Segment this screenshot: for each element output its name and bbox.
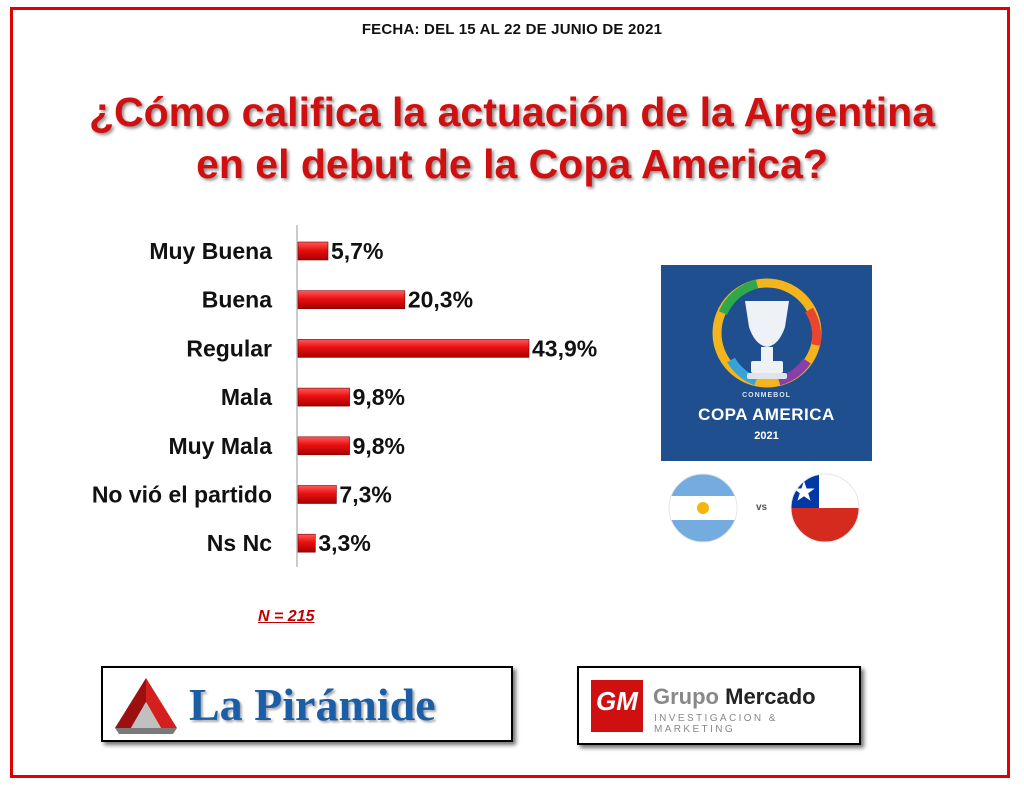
pyramid-icon — [115, 678, 177, 734]
bar — [297, 387, 350, 407]
trophy-icon — [712, 278, 822, 388]
bar — [297, 241, 329, 261]
category-label: Mala — [221, 384, 272, 410]
sample-size-label: N = 215 — [258, 608, 315, 625]
mercado-word: Mercado — [725, 684, 816, 709]
versus-label: vs — [756, 502, 768, 513]
copa-america-label: COPA AMERICA — [698, 405, 835, 424]
chile-flag-icon — [790, 473, 860, 543]
bar — [297, 436, 350, 456]
value-label: 9,8% — [353, 384, 405, 410]
category-label: Regular — [186, 335, 272, 361]
category-label: Muy Buena — [149, 238, 272, 264]
bar — [297, 485, 337, 504]
argentina-flag-icon — [668, 473, 738, 543]
grupo-mercado-tagline: INVESTIGACION & MARKETING — [654, 713, 778, 735]
value-label: 3,3% — [318, 530, 370, 556]
la-piramide-logo: La Pirámide — [101, 666, 513, 742]
value-label: 7,3% — [339, 482, 391, 508]
conmebol-label: CONMEBOL — [742, 392, 791, 399]
page-frame — [10, 7, 1010, 778]
bar — [297, 290, 406, 309]
grupo-word: Grupo — [653, 684, 719, 709]
match-flags: vs — [662, 472, 872, 544]
bar-chart: Muy Buena 5,7% Buena 20,3% Regular 43,9% Mala 9… — [92, 225, 597, 567]
question-line-1: ¿Cómo califica la actuación de la Argent… — [88, 89, 936, 135]
gm-monogram: GM — [596, 686, 638, 716]
gm-monogram-icon: GM — [591, 680, 643, 732]
category-label: Muy Mala — [168, 433, 272, 459]
bar — [297, 533, 316, 553]
grupo-mercado-name: Grupo Mercado — [653, 684, 816, 710]
value-label: 20,3% — [408, 287, 473, 313]
question-line-2: en el debut de la Copa America? — [196, 141, 828, 187]
survey-question: ¿Cómo califica la actuación de la Argent… — [0, 86, 1024, 190]
bar — [297, 339, 530, 358]
value-label: 9,8% — [353, 433, 405, 459]
value-label: 5,7% — [331, 238, 383, 264]
category-label: Ns Nc — [207, 530, 272, 556]
value-label: 43,9% — [532, 335, 597, 361]
category-label: Buena — [202, 287, 273, 313]
survey-date: FECHA: DEL 15 AL 22 DE JUNIO DE 2021 — [361, 21, 663, 38]
category-label: No vió el partido — [92, 482, 272, 508]
copa-america-logo: CONMEBOL COPA AMERICA 2021 — [661, 265, 872, 461]
la-piramide-wordmark: La Pirámide — [189, 679, 436, 730]
grupo-mercado-logo: GM Grupo Mercado INVESTIGACION & MARKETI… — [577, 666, 861, 745]
copa-year-label: 2021 — [754, 430, 779, 442]
